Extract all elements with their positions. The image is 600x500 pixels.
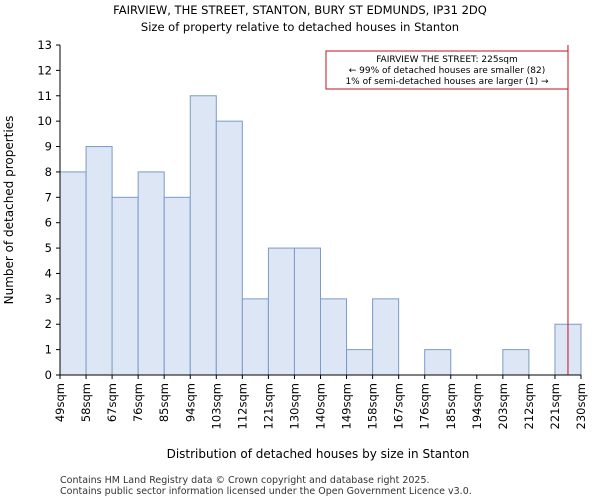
annotation-line-1: FAIRVIEW THE STREET: 225sqm: [376, 55, 518, 65]
bar-series: [59, 95, 582, 376]
bar-203sqm: [502, 349, 530, 376]
bar-130sqm: [293, 247, 322, 376]
bar-85sqm: [163, 196, 191, 376]
bar-94sqm: [189, 95, 217, 376]
x-tick-label: 85sqm: [157, 383, 171, 422]
x-tick-label: 103sqm: [209, 383, 223, 429]
x-axis-label: Distribution of detached houses by size …: [167, 447, 470, 461]
y-axis-label: Number of detached properties: [2, 116, 16, 305]
y-tick-label: 2: [45, 317, 52, 331]
x-tick-label: 158sqm: [366, 383, 380, 429]
chart-title-line-1: FAIRVIEW, THE STREET, STANTON, BURY ST E…: [113, 3, 487, 17]
chart-title-line-2: Size of property relative to detached ho…: [141, 20, 459, 34]
annotation-line-2: ← 99% of detached houses are smaller (82…: [349, 66, 546, 76]
bar-121sqm: [267, 247, 295, 376]
bar-49sqm: [59, 171, 87, 376]
y-tick-label: 1: [45, 343, 52, 357]
x-tick-label: 230sqm: [574, 383, 588, 429]
y-tick-label: 7: [45, 190, 52, 204]
annotation-box: FAIRVIEW THE STREET: 225sqm ← 99% of det…: [325, 50, 569, 90]
bar-158sqm: [372, 298, 400, 376]
x-tick-label: 94sqm: [183, 383, 197, 422]
y-tick-label: 4: [45, 266, 52, 280]
bar-76sqm: [137, 171, 165, 376]
x-tick-label: 194sqm: [470, 383, 484, 429]
x-tick-label: 76sqm: [131, 383, 145, 422]
x-tick-label: 167sqm: [392, 383, 406, 429]
x-tick-label: 203sqm: [496, 383, 510, 429]
y-tick-label: 9: [45, 140, 52, 154]
y-tick-label: 11: [37, 89, 52, 103]
bar-176sqm: [424, 349, 452, 376]
bar-58sqm: [85, 146, 113, 376]
bar-149sqm: [346, 349, 374, 376]
x-tick-label: 49sqm: [53, 383, 67, 422]
x-tick-label: 140sqm: [314, 383, 328, 429]
x-tick-label: 212sqm: [522, 383, 536, 429]
y-tick-label: 13: [37, 38, 52, 52]
x-tick-label: 221sqm: [548, 383, 562, 429]
y-tick-label: 0: [45, 368, 52, 382]
x-tick-label: 176sqm: [418, 383, 432, 429]
x-tick-label: 121sqm: [261, 383, 275, 429]
annotation-line-3: 1% of semi-detached houses are larger (1…: [345, 77, 549, 87]
y-tick-label: 3: [45, 292, 52, 306]
footer-line-1: Contains HM Land Registry data © Crown c…: [60, 475, 430, 486]
x-tick-label: 112sqm: [235, 383, 249, 429]
y-tick-label: 6: [45, 216, 52, 230]
x-tick-label: 149sqm: [340, 383, 354, 429]
y-tick-label: 5: [45, 241, 52, 255]
x-tick-label: 130sqm: [287, 383, 301, 429]
bar-67sqm: [111, 196, 139, 376]
x-tick-label: 58sqm: [79, 383, 93, 422]
x-axis: 49sqm 58sqm 67sqm 76sqm 85sqm 94sqm 103sqm 112s…: [53, 374, 588, 429]
bar-140sqm: [320, 298, 348, 376]
x-tick-label: 185sqm: [444, 383, 458, 429]
y-tick-label: 8: [45, 165, 52, 179]
y-tick-label: 10: [37, 114, 52, 128]
x-tick-label: 67sqm: [105, 383, 119, 422]
bar-112sqm: [241, 298, 269, 376]
y-tick-label: 12: [37, 63, 52, 77]
footer-line-2: Contains public sector information licen…: [60, 486, 472, 497]
bar-103sqm: [215, 120, 243, 376]
